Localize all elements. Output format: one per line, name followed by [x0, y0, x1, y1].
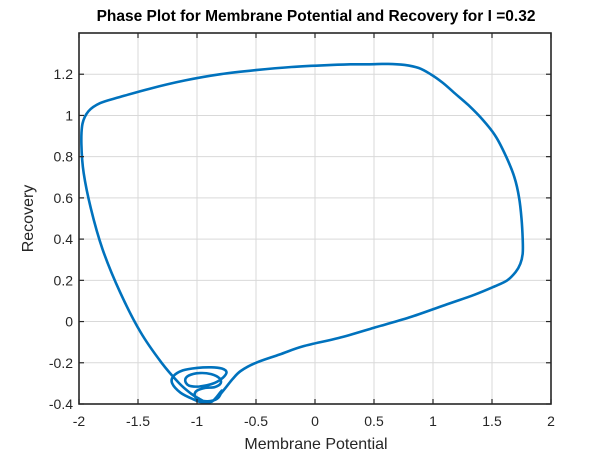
x-tick-label: -2	[73, 413, 86, 429]
x-tick-label: 2	[547, 413, 555, 429]
x-tick-label: -0.5	[244, 413, 268, 429]
x-tick-label: -1.5	[126, 413, 150, 429]
x-tick-label: 0	[311, 413, 319, 429]
y-tick-label: 0.6	[54, 190, 74, 206]
y-tick-label: 1	[65, 107, 73, 123]
chart-title: Phase Plot for Membrane Potential and Re…	[97, 8, 536, 25]
x-tick-label: 0.5	[364, 413, 384, 429]
y-tick-label: 0	[65, 314, 73, 330]
y-axis-label: Recovery	[20, 185, 37, 253]
series-layer	[80, 62, 525, 404]
grid	[78, 33, 552, 405]
y-tick-label: -0.4	[49, 396, 73, 412]
x-tick-labels: -2 -1.5 -1 -0.5 0 0.5 1 1.5 2	[73, 413, 555, 429]
x-tick-label: 1.5	[482, 413, 502, 429]
x-axis-label: Membrane Potential	[244, 436, 387, 453]
y-tick-label: 0.8	[54, 149, 74, 165]
x-tick-label: 1	[429, 413, 437, 429]
x-tick-label: -1	[191, 413, 204, 429]
y-tick-label: 1.2	[54, 66, 74, 82]
y-tick-labels: -0.4 -0.2 0 0.2 0.4 0.6 0.8 1 1.2	[49, 66, 73, 412]
y-tick-label: 0.2	[54, 272, 74, 288]
ticks	[78, 33, 552, 405]
y-tick-label: 0.4	[54, 231, 74, 247]
phase-trajectory-line	[80, 62, 525, 404]
y-tick-label: -0.2	[49, 355, 73, 371]
